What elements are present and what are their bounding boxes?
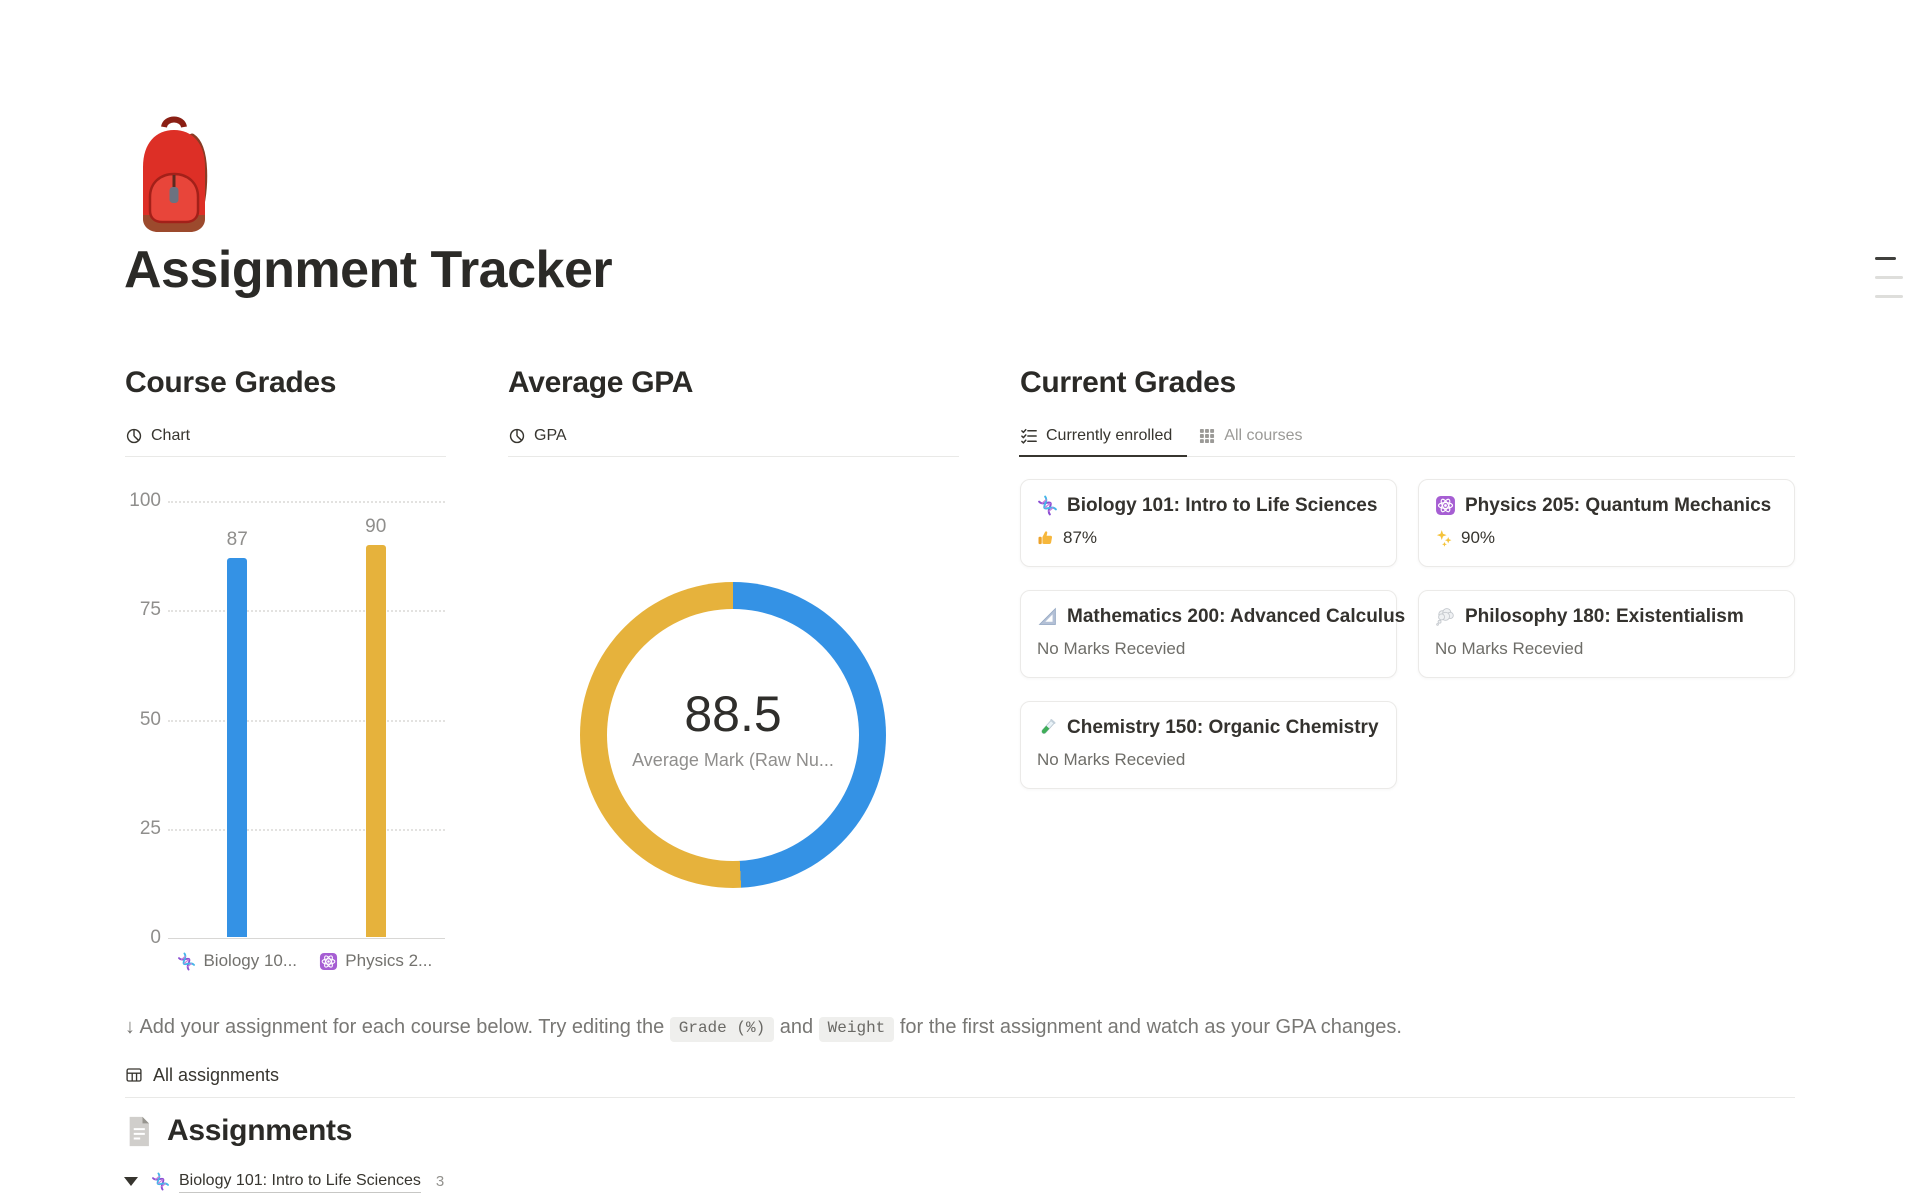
hint-text: ↓ Add your assignment for each course be… [125, 1012, 1685, 1042]
bar-chart: 100 75 50 25 0 87 Biology 10... 90 Physics 2... [125, 457, 446, 997]
test-tube-icon [1037, 717, 1058, 738]
dna-icon [1037, 495, 1058, 516]
current-grades-heading: Current Grades [1020, 366, 1236, 399]
course-card[interactable]: Chemistry 150: Organic Chemistry No Mark… [1020, 701, 1397, 789]
tab-gpa[interactable]: GPA [508, 425, 567, 447]
assignments-heading: Assignments [125, 1114, 352, 1148]
current-grades-view-tabs: Currently enrolled All courses [1018, 425, 1795, 457]
course-card[interactable]: Physics 205: Quantum Mechanics 90% [1418, 479, 1795, 567]
course-card[interactable]: Mathematics 200: Advanced Calculus No Ma… [1020, 590, 1405, 678]
divider [125, 1097, 1795, 1098]
average-gpa-view-tabs: GPA [508, 425, 959, 457]
y-axis-tick-label: 100 [129, 490, 161, 511]
dna-icon [151, 1172, 170, 1191]
course-card-title: Chemistry 150: Organic Chemistry [1067, 717, 1379, 738]
y-axis-tick-label: 50 [139, 708, 161, 730]
tab-all-courses[interactable]: All courses [1198, 425, 1303, 447]
grid-icon [1198, 427, 1216, 445]
gridline [168, 719, 445, 722]
page-title: Assignment Tracker [124, 241, 613, 299]
course-grades-view-tabs: Chart [125, 425, 446, 457]
course-card-title: Philosophy 180: Existentialism [1465, 606, 1744, 627]
mark-text: No Marks Recevied [1037, 750, 1186, 769]
course-card[interactable]: Philosophy 180: Existentialism No Marks … [1418, 590, 1795, 678]
tab-all-assignments-label: All assignments [153, 1065, 280, 1085]
course-card[interactable]: Biology 101: Intro to Life Sciences 87% [1020, 479, 1397, 567]
code-chip-weight: Weight [818, 1017, 895, 1042]
course-card-mark: No Marks Recevied [1037, 749, 1380, 771]
average-gpa-heading: Average GPA [508, 366, 694, 399]
average-gpa-section: Average GPA GPA 88.5 Average Mark (Raw N… [508, 367, 959, 997]
course-card-title: Physics 205: Quantum Mechanics [1465, 495, 1772, 516]
course-grades-section: Course Grades Chart 100 75 50 25 0 87 Biology … [125, 367, 446, 997]
dna-icon [177, 952, 196, 971]
hint-mid: and [774, 1016, 819, 1038]
assignments-heading-label: Assignments [167, 1114, 353, 1147]
tab-currently-enrolled[interactable]: Currently enrolled [1018, 425, 1188, 457]
thumbs-up-icon [1037, 529, 1055, 547]
course-card-title: Mathematics 200: Advanced Calculus [1067, 606, 1406, 627]
tab-all-assignments[interactable]: All assignments [125, 1063, 279, 1087]
gridline [168, 828, 445, 831]
pie-chart-icon [508, 427, 526, 445]
pie-chart-icon [125, 427, 143, 445]
tab-currently-enrolled-label: Currently enrolled [1046, 427, 1173, 444]
donut-center-label: Average Mark (Raw Nu... [632, 749, 834, 770]
mark-text: 87% [1063, 528, 1098, 547]
y-axis-tick-label: 0 [150, 927, 161, 948]
table-icon [125, 1066, 143, 1084]
gridline [168, 501, 445, 503]
x-axis-category-label: Physics 2... [281, 951, 471, 971]
mark-text: No Marks Recevied [1435, 639, 1584, 658]
toggle-triangle-icon[interactable] [124, 1177, 138, 1186]
course-card-mark: No Marks Recevied [1037, 638, 1380, 660]
toc-line[interactable] [1875, 257, 1896, 260]
tab-chart-label: Chart [151, 427, 191, 444]
assignment-group-row: Biology 101: Intro to Life Sciences 3 [124, 1170, 444, 1193]
tab-all-courses-label: All courses [1224, 427, 1303, 444]
table-of-contents-indicator[interactable] [1875, 257, 1905, 314]
bar-value-label: 90 [365, 515, 387, 537]
hint-suffix: for the first assignment and watch as yo… [894, 1016, 1402, 1038]
donut-center: 88.5 Average Mark (Raw Nu... [607, 609, 859, 861]
donut-center-value: 88.5 [684, 685, 782, 742]
tab-gpa-label: GPA [534, 427, 567, 444]
page-icon [125, 1115, 153, 1148]
donut-chart-area: 88.5 Average Mark (Raw Nu... [508, 457, 959, 997]
ruler-icon [1037, 606, 1058, 627]
donut-chart-ring[interactable]: 88.5 Average Mark (Raw Nu... [580, 582, 886, 888]
y-axis-tick-label: 25 [139, 817, 161, 839]
assignment-group-title[interactable]: Biology 101: Intro to Life Sciences [179, 1170, 421, 1193]
thought-balloon-icon [1435, 606, 1456, 627]
course-card-title: Biology 101: Intro to Life Sciences [1067, 495, 1378, 516]
course-grades-heading: Course Grades [125, 366, 337, 399]
bar-Physics 2...[interactable] [365, 544, 386, 937]
code-chip-grade: Grade (%) [669, 1017, 775, 1042]
course-card-mark: 87% [1037, 527, 1380, 549]
atom-icon [319, 952, 338, 971]
backpack-icon[interactable] [126, 108, 222, 236]
sparkles-icon [1435, 529, 1453, 547]
bar-Biology 10...[interactable] [227, 557, 248, 937]
tab-chart[interactable]: Chart [125, 425, 190, 447]
current-grades-section: Current Grades Currently enrolled All co… [1018, 366, 1795, 789]
y-axis-tick-label: 75 [139, 599, 161, 621]
gridline [168, 938, 445, 939]
mark-text: 90% [1461, 528, 1496, 547]
gridline [168, 610, 445, 613]
hint-prefix: ↓ Add your assignment for each course be… [125, 1016, 670, 1038]
toc-line[interactable] [1875, 276, 1903, 279]
course-cards: Biology 101: Intro to Life Sciences 87% … [1020, 479, 1795, 789]
toc-line[interactable] [1875, 295, 1903, 298]
x-axis-category-label: Biology 10... [142, 951, 332, 971]
course-card-mark: 90% [1435, 527, 1778, 549]
bar-value-label: 87 [226, 528, 248, 550]
mark-text: No Marks Recevied [1037, 639, 1186, 658]
atom-icon [1435, 495, 1456, 516]
checklist-icon [1020, 427, 1038, 445]
assignment-group-count: 3 [435, 1173, 445, 1190]
course-card-mark: No Marks Recevied [1435, 638, 1778, 660]
